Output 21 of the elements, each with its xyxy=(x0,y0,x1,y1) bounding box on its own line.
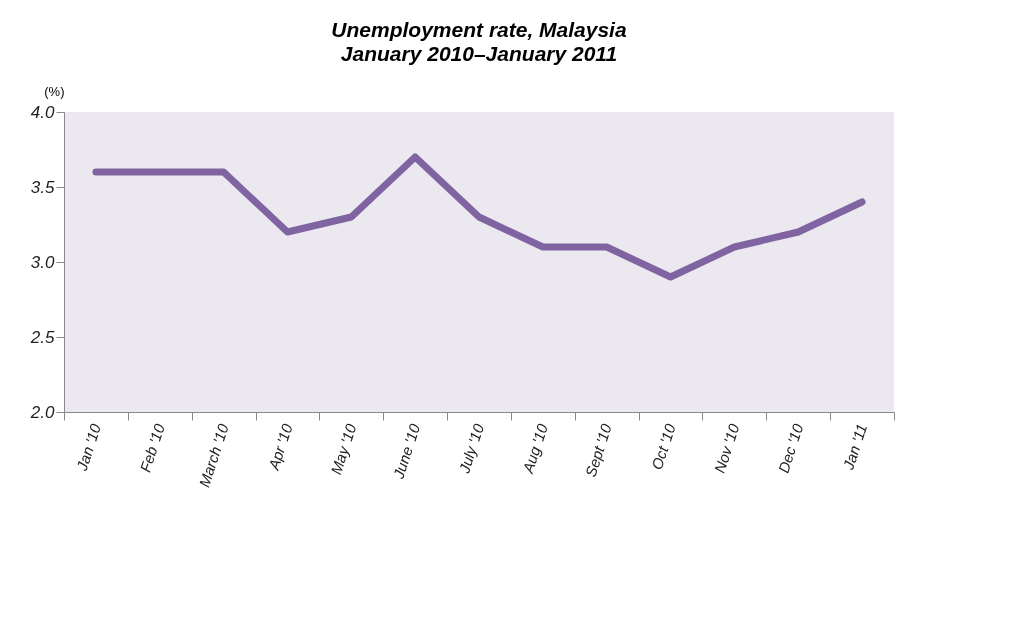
y-tick-label: 2.5 xyxy=(29,327,56,347)
x-tick-label: Jan '11 xyxy=(839,421,871,473)
x-tick-label: Aug '10 xyxy=(518,421,552,476)
y-tick-label: 2.0 xyxy=(29,402,56,422)
x-tick-label: May '10 xyxy=(327,421,360,477)
x-tick-label: Apr '10 xyxy=(264,421,296,473)
y-tick-label: 3.5 xyxy=(30,177,56,197)
y-axis-title: (%) xyxy=(44,83,65,99)
x-tick-label: Sept '10 xyxy=(581,421,615,479)
y-tick-label: 4.0 xyxy=(30,102,56,122)
x-tick-label: July '10 xyxy=(455,421,488,476)
x-tick-label: June '10 xyxy=(389,421,424,482)
x-tick-label: Jan '10 xyxy=(72,421,105,474)
x-tick-label: Dec '10 xyxy=(774,421,807,475)
x-tick-label: March '10 xyxy=(195,421,232,490)
x-tick-label: Feb '10 xyxy=(136,421,169,475)
chart-title: Unemployment rate, Malaysia xyxy=(331,18,627,41)
y-tick-label: 3.0 xyxy=(30,252,56,272)
x-tick-label: Nov '10 xyxy=(710,421,743,475)
chart-subtitle: January 2010–January 2011 xyxy=(340,42,618,65)
x-tick-label: Oct '10 xyxy=(647,421,679,472)
